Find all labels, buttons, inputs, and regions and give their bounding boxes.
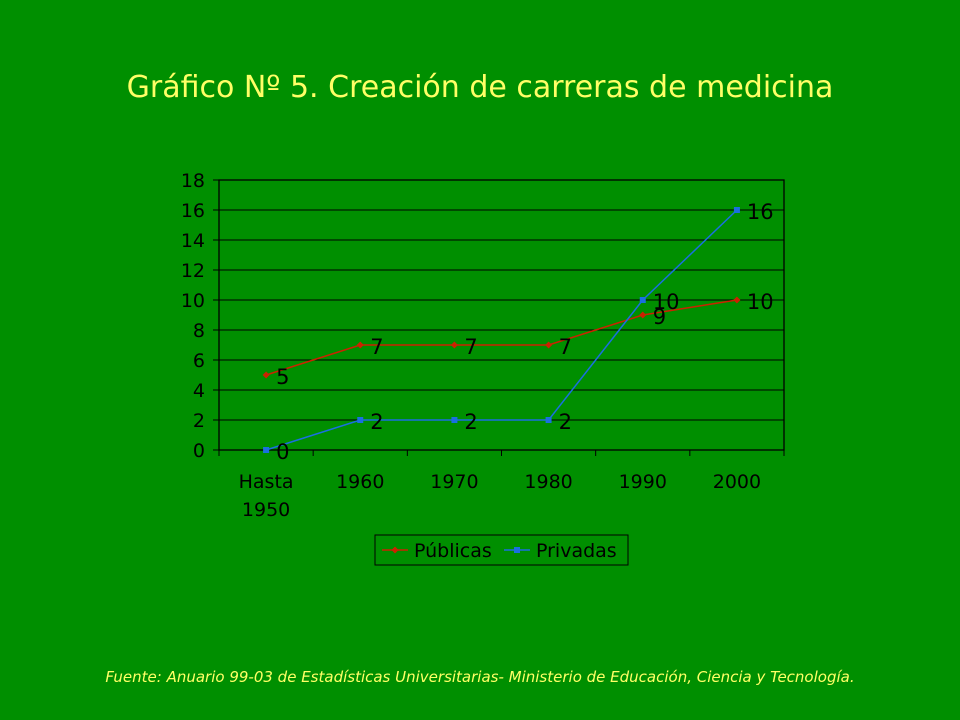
y-tick-label: 16 (181, 200, 205, 222)
source-note: Fuente: Anuario 99-03 de Estadísticas Un… (105, 668, 855, 686)
slide-title: Gráfico Nº 5. Creación de carreras de me… (126, 70, 834, 105)
marker-privadas (545, 417, 552, 423)
y-tick-label: 8 (193, 320, 205, 342)
y-tick-label: 2 (193, 410, 205, 432)
data-label: 2 (559, 410, 572, 434)
marker-publicas (545, 341, 553, 349)
data-label: 7 (464, 335, 477, 359)
marker-publicas (262, 371, 270, 379)
x-axis: Hasta 1950 1960 1970 1980 1990 2000 (218, 450, 785, 521)
legend: Públicas Privadas (374, 534, 629, 566)
marker-publicas (356, 341, 364, 349)
x-tick-label: 1950 (242, 499, 290, 521)
marker-privadas (733, 207, 740, 213)
x-tick-label: 1990 (619, 471, 667, 493)
marker-publicas (639, 311, 647, 319)
x-tick-label: 2000 (713, 471, 761, 493)
y-tick-label: 14 (181, 230, 205, 252)
y-tick-label: 4 (193, 380, 205, 402)
legend-marker (391, 546, 399, 554)
series-line-0 (265, 299, 738, 376)
data-label: 2 (370, 410, 383, 434)
data-label: 7 (370, 335, 383, 359)
marker-privadas (451, 417, 458, 423)
marker-privadas (639, 297, 646, 303)
legend-marker (514, 547, 520, 553)
data-label: 10 (747, 290, 774, 314)
y-tick-label: 10 (181, 290, 205, 312)
marker-privadas (357, 417, 364, 423)
y-tick-label: 18 (181, 170, 205, 192)
marker-publicas (450, 341, 458, 349)
data-label: 2 (464, 410, 477, 434)
data-label: 0 (276, 440, 289, 464)
gridlines (219, 209, 784, 421)
y-tick-label: 6 (193, 350, 205, 372)
plot-area-border (218, 179, 785, 451)
y-tick-label: 12 (181, 260, 205, 282)
marker-privadas (263, 447, 270, 453)
marker-publicas (733, 296, 741, 304)
x-tick-label: 1970 (430, 471, 478, 493)
x-tick-label: 1960 (336, 471, 384, 493)
x-tick-label: Hasta (239, 471, 294, 493)
data-label: 10 (653, 290, 680, 314)
data-label: 7 (559, 335, 572, 359)
y-tick-label: 0 (193, 440, 205, 462)
data-label: 16 (747, 200, 774, 224)
legend-label: Privadas (536, 540, 617, 562)
legend-label: Públicas (414, 540, 492, 562)
y-axis: 0 2 4 6 8 10 12 14 16 18 (181, 170, 219, 462)
data-label: 9 (653, 305, 666, 329)
data-label: 5 (276, 365, 289, 389)
x-tick-label: 1980 (524, 471, 572, 493)
legend-box (374, 534, 629, 566)
series-line-1 (265, 209, 738, 451)
